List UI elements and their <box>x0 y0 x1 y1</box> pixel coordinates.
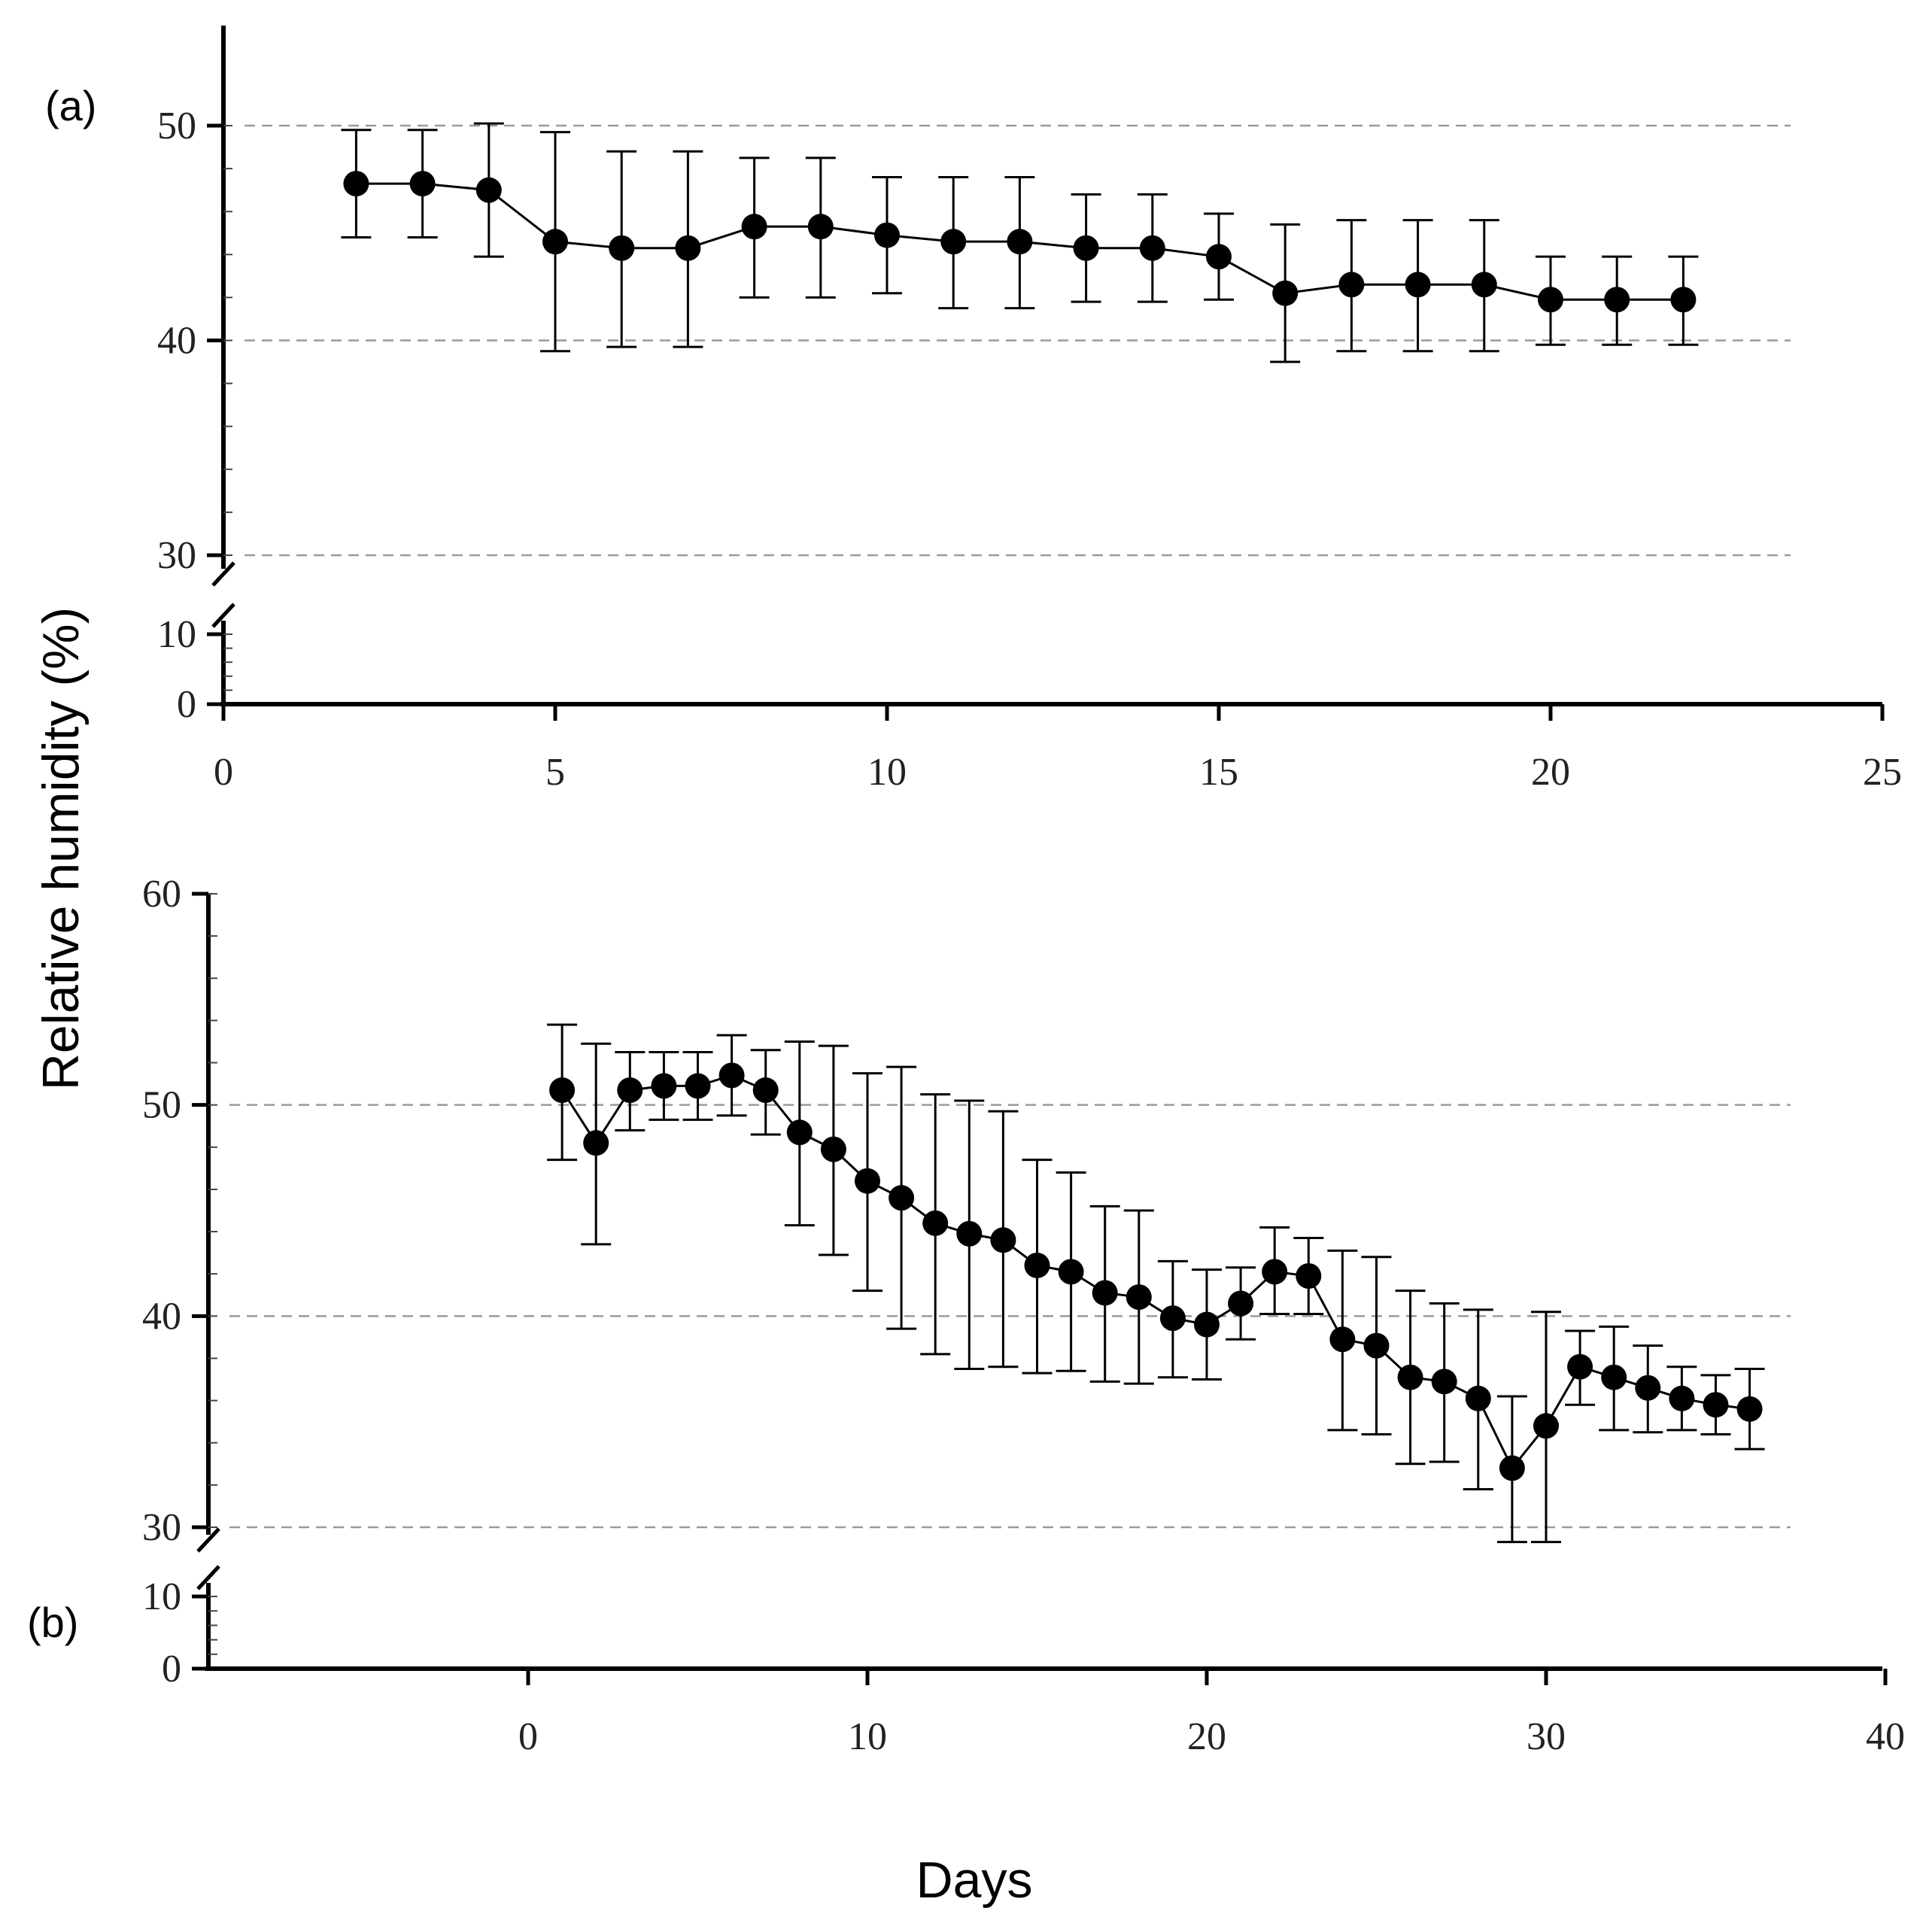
data-point <box>549 1077 576 1104</box>
x-tick-label: 0 <box>518 1715 538 1758</box>
y-tick-label: 0 <box>177 683 196 726</box>
x-tick-label: 5 <box>545 751 565 794</box>
data-point <box>542 229 568 255</box>
data-point <box>409 171 436 197</box>
panel-label: (a) <box>45 82 96 129</box>
axis-break-mark <box>196 1527 220 1553</box>
data-point <box>1024 1252 1050 1278</box>
axis-break-mark <box>211 603 235 628</box>
data-point <box>1363 1332 1390 1359</box>
data-point <box>889 1185 915 1211</box>
data-point <box>855 1168 880 1194</box>
y-tick-label: 50 <box>157 105 196 147</box>
data-point <box>786 1119 813 1146</box>
x-tick-label: 30 <box>1526 1715 1566 1758</box>
data-point <box>1601 1364 1627 1390</box>
data-point <box>1159 1305 1186 1332</box>
y-tick-label: 50 <box>142 1084 181 1127</box>
data-point <box>1635 1375 1661 1401</box>
data-point <box>940 229 967 255</box>
data-point <box>685 1073 711 1099</box>
data-point <box>1397 1364 1423 1390</box>
panel-a-chart: 0 10 30 40 50 0 5 10 15 20 25 (a) <box>45 26 1902 794</box>
data-point <box>1567 1353 1593 1380</box>
x-axis-title: Days <box>916 1852 1033 1909</box>
y-tick-label: 10 <box>157 613 196 656</box>
data-point <box>609 235 635 261</box>
data-point <box>1736 1396 1763 1422</box>
data-point <box>1262 1259 1288 1285</box>
x-tick-label: 40 <box>1866 1715 1905 1758</box>
data-point <box>807 214 834 240</box>
data-point <box>1228 1290 1254 1317</box>
data-point <box>1329 1326 1356 1353</box>
x-tick-label: 20 <box>1531 751 1570 794</box>
data-point <box>741 214 767 240</box>
data-point <box>583 1130 609 1156</box>
data-point <box>675 235 701 261</box>
y-tick-label: 30 <box>157 534 196 577</box>
y-axis-title: Relative humidity (%) <box>32 607 90 1090</box>
data-point <box>651 1073 677 1099</box>
data-point <box>1007 229 1033 255</box>
data-point <box>1499 1455 1525 1481</box>
y-tick-label: 30 <box>142 1506 181 1549</box>
x-tick-label: 15 <box>1199 751 1238 794</box>
data-point <box>1538 287 1563 313</box>
data-point <box>1272 280 1299 306</box>
x-tick-label: 10 <box>848 1715 887 1758</box>
data-point <box>1604 287 1630 313</box>
data-point <box>475 177 502 203</box>
data-point <box>1058 1259 1084 1285</box>
data-point <box>1092 1280 1118 1306</box>
y-tick-label: 10 <box>142 1575 181 1618</box>
panel-b-chart: 0 10 30 40 50 60 0 10 20 30 40 (b) <box>27 873 1905 1758</box>
axis-break-mark <box>196 1565 220 1590</box>
x-tick-label: 20 <box>1187 1715 1226 1758</box>
x-tick-label: 25 <box>1863 751 1902 794</box>
data-point <box>1465 1385 1491 1411</box>
data-point <box>1431 1368 1457 1395</box>
data-point <box>1296 1263 1322 1290</box>
data-point <box>990 1227 1016 1253</box>
data-point <box>343 171 369 197</box>
axis-break-mark <box>211 561 235 587</box>
data-point <box>1405 272 1431 298</box>
x-tick-label: 0 <box>214 751 233 794</box>
series-line <box>560 1074 1750 1471</box>
data-point <box>1471 272 1497 298</box>
y-tick-label: 40 <box>157 320 196 363</box>
data-point <box>1338 272 1365 298</box>
data-point <box>1206 244 1232 270</box>
data-point <box>1073 235 1099 261</box>
data-point <box>752 1077 779 1104</box>
data-point <box>1703 1392 1729 1418</box>
data-point <box>1139 235 1165 261</box>
y-tick-label: 40 <box>142 1295 181 1338</box>
data-point <box>1194 1311 1220 1338</box>
data-point <box>1126 1284 1152 1311</box>
panel-label: (b) <box>27 1599 78 1646</box>
data-point <box>922 1210 949 1236</box>
data-point <box>874 222 900 248</box>
data-point <box>820 1136 846 1162</box>
data-point <box>956 1220 983 1247</box>
y-tick-label: 60 <box>142 873 181 916</box>
data-point <box>1670 287 1697 313</box>
data-point <box>1533 1413 1559 1439</box>
x-tick-label: 10 <box>867 751 907 794</box>
data-point <box>1669 1385 1695 1411</box>
y-tick-label: 0 <box>162 1648 181 1690</box>
data-point <box>617 1077 643 1104</box>
data-point <box>718 1062 745 1089</box>
